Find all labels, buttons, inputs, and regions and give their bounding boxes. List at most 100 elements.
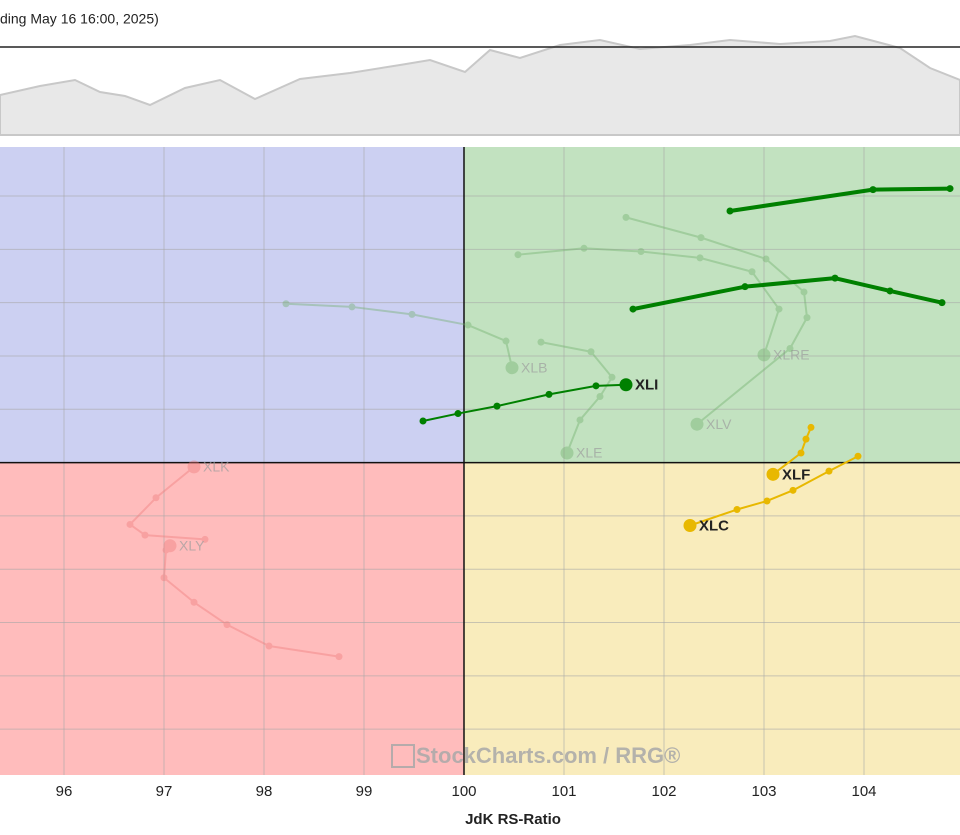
tail-point: [763, 497, 771, 505]
tail-point: [576, 416, 584, 424]
x-tick-label: 100: [451, 783, 476, 800]
series-label: XLB: [521, 359, 547, 375]
watermark: StockCharts.com / RRG®: [391, 743, 680, 768]
tail-point: [335, 653, 343, 661]
series-label: XLI: [635, 377, 658, 394]
series-label: XLE: [576, 445, 602, 461]
tail-line: [517, 247, 780, 356]
tail-line: [540, 341, 613, 454]
tail-point: [789, 486, 797, 494]
tail-point: [622, 213, 630, 221]
tail-point: [938, 299, 946, 307]
tail-point: [282, 300, 290, 308]
tail-point: [587, 348, 595, 356]
tail: [282, 300, 519, 375]
head-point: [505, 361, 519, 375]
x-tick-label: 99: [356, 783, 373, 800]
tail-point: [762, 255, 770, 263]
tail: [622, 213, 811, 431]
tail-point: [201, 535, 209, 543]
tail-point: [160, 574, 168, 582]
series-label: XLRE: [773, 347, 810, 363]
x-tick-label: 101: [551, 783, 576, 800]
head-point: [560, 446, 574, 460]
tail: [126, 460, 209, 543]
tail-point: [580, 244, 588, 252]
watermark-text: StockCharts.com / RRG®: [416, 743, 680, 768]
tail: [629, 274, 946, 313]
series-label: XLF: [782, 466, 810, 483]
tail-point: [741, 283, 749, 291]
head-point: [683, 519, 697, 533]
quadrant-weakening: [464, 462, 960, 775]
tail-point: [141, 531, 149, 539]
head-point: [690, 417, 704, 431]
tail-point: [831, 274, 839, 282]
tail-point: [348, 303, 356, 311]
tail-point: [126, 520, 134, 528]
tail-line: [129, 466, 206, 541]
tail-point: [854, 452, 862, 460]
tail: [726, 185, 954, 215]
tail-point: [800, 288, 808, 296]
tail-point: [637, 247, 645, 255]
x-tick-label: 97: [156, 783, 173, 800]
tail-point: [493, 402, 501, 410]
benchmark-area: [0, 34, 960, 136]
tail-point: [869, 186, 877, 194]
tail: [160, 539, 343, 661]
tail-point: [825, 467, 833, 475]
series-label: XLC: [699, 517, 729, 534]
tail-point: [592, 382, 600, 390]
tail-point: [608, 373, 616, 381]
tail-point: [537, 338, 545, 346]
tail-point: [408, 310, 416, 318]
tail-point: [223, 621, 231, 629]
tail: [514, 244, 783, 362]
head-point: [619, 378, 633, 392]
tail-point: [803, 314, 811, 322]
tail-line: [772, 427, 812, 476]
tail-line: [422, 383, 627, 422]
x-tick-label: 104: [851, 783, 876, 800]
tail: [419, 378, 633, 425]
head-point: [187, 460, 201, 474]
tail-point: [265, 642, 273, 650]
x-tick-label: 96: [56, 783, 73, 800]
plot-area: XLB XLRE XLV XLE XLK XLY XLI XLF XLC: [0, 147, 960, 775]
tail: [683, 452, 862, 533]
head-point: [757, 348, 771, 362]
chart-subtitle: ding May 16 16:00, 2025): [0, 11, 159, 27]
tail-point: [797, 449, 805, 457]
tail-point: [152, 494, 160, 502]
tail-point: [502, 337, 510, 345]
x-tick-label: 103: [751, 783, 776, 800]
tail-point: [464, 321, 472, 329]
watermark-icon: [391, 744, 415, 768]
head-point: [163, 539, 177, 553]
tail-line: [163, 545, 340, 658]
tail-point: [596, 392, 604, 400]
tail-point: [454, 410, 462, 418]
tail-point: [162, 546, 170, 554]
tail-point: [775, 305, 783, 313]
tail-point: [190, 598, 198, 606]
tail-point: [786, 345, 794, 353]
quadrant-leading: [464, 147, 960, 463]
tail-line: [689, 455, 859, 527]
tail-point: [807, 423, 815, 431]
tail-point: [696, 254, 704, 262]
x-tick-label: 98: [256, 783, 273, 800]
tail-point: [946, 185, 954, 193]
quadrant-improving: [0, 147, 464, 463]
quadrant-lagging: [0, 462, 464, 775]
tail-point: [419, 417, 427, 425]
series-label: XLY: [179, 537, 205, 553]
tail-point: [886, 287, 894, 295]
series-label: XLV: [706, 416, 732, 432]
tail-point: [802, 435, 810, 443]
x-tick-label: 102: [651, 783, 676, 800]
series-label: XLK: [203, 459, 230, 475]
benchmark-strip: [0, 34, 960, 136]
